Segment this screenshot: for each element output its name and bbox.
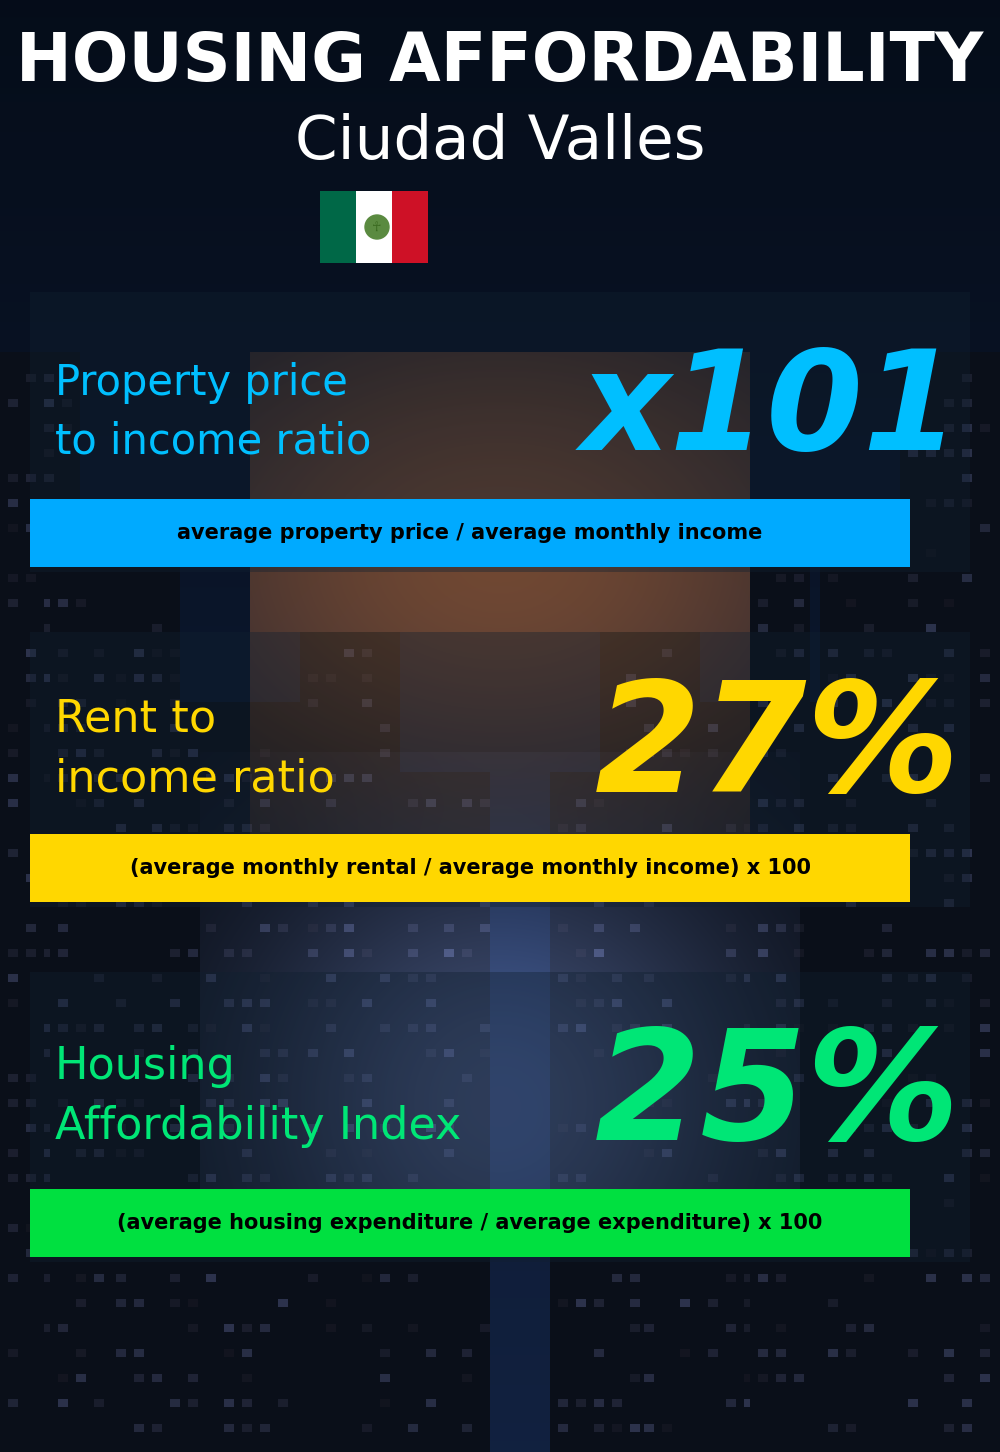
Text: x101: x101 — [580, 344, 960, 479]
Text: Ciudad Valles: Ciudad Valles — [295, 112, 705, 171]
FancyBboxPatch shape — [392, 192, 428, 263]
Text: average property price / average monthly income: average property price / average monthly… — [177, 523, 763, 543]
FancyBboxPatch shape — [30, 499, 910, 566]
FancyBboxPatch shape — [30, 833, 910, 902]
Text: HOUSING AFFORDABILITY: HOUSING AFFORDABILITY — [16, 29, 984, 94]
Text: Rent to
income ratio: Rent to income ratio — [55, 698, 335, 802]
FancyBboxPatch shape — [30, 292, 970, 572]
Text: (average monthly rental / average monthly income) x 100: (average monthly rental / average monthl… — [130, 858, 810, 878]
FancyBboxPatch shape — [320, 192, 356, 263]
FancyBboxPatch shape — [30, 971, 970, 1262]
FancyBboxPatch shape — [30, 1189, 910, 1257]
Circle shape — [365, 215, 389, 240]
Text: Housing
Affordability Index: Housing Affordability Index — [55, 1045, 461, 1149]
Text: Property price
to income ratio: Property price to income ratio — [55, 362, 371, 462]
Text: 27%: 27% — [594, 675, 960, 823]
Text: 25%: 25% — [594, 1022, 960, 1172]
Text: ☥: ☥ — [372, 221, 382, 234]
FancyBboxPatch shape — [356, 192, 392, 263]
Text: (average housing expenditure / average expenditure) x 100: (average housing expenditure / average e… — [117, 1212, 823, 1233]
FancyBboxPatch shape — [30, 632, 970, 908]
